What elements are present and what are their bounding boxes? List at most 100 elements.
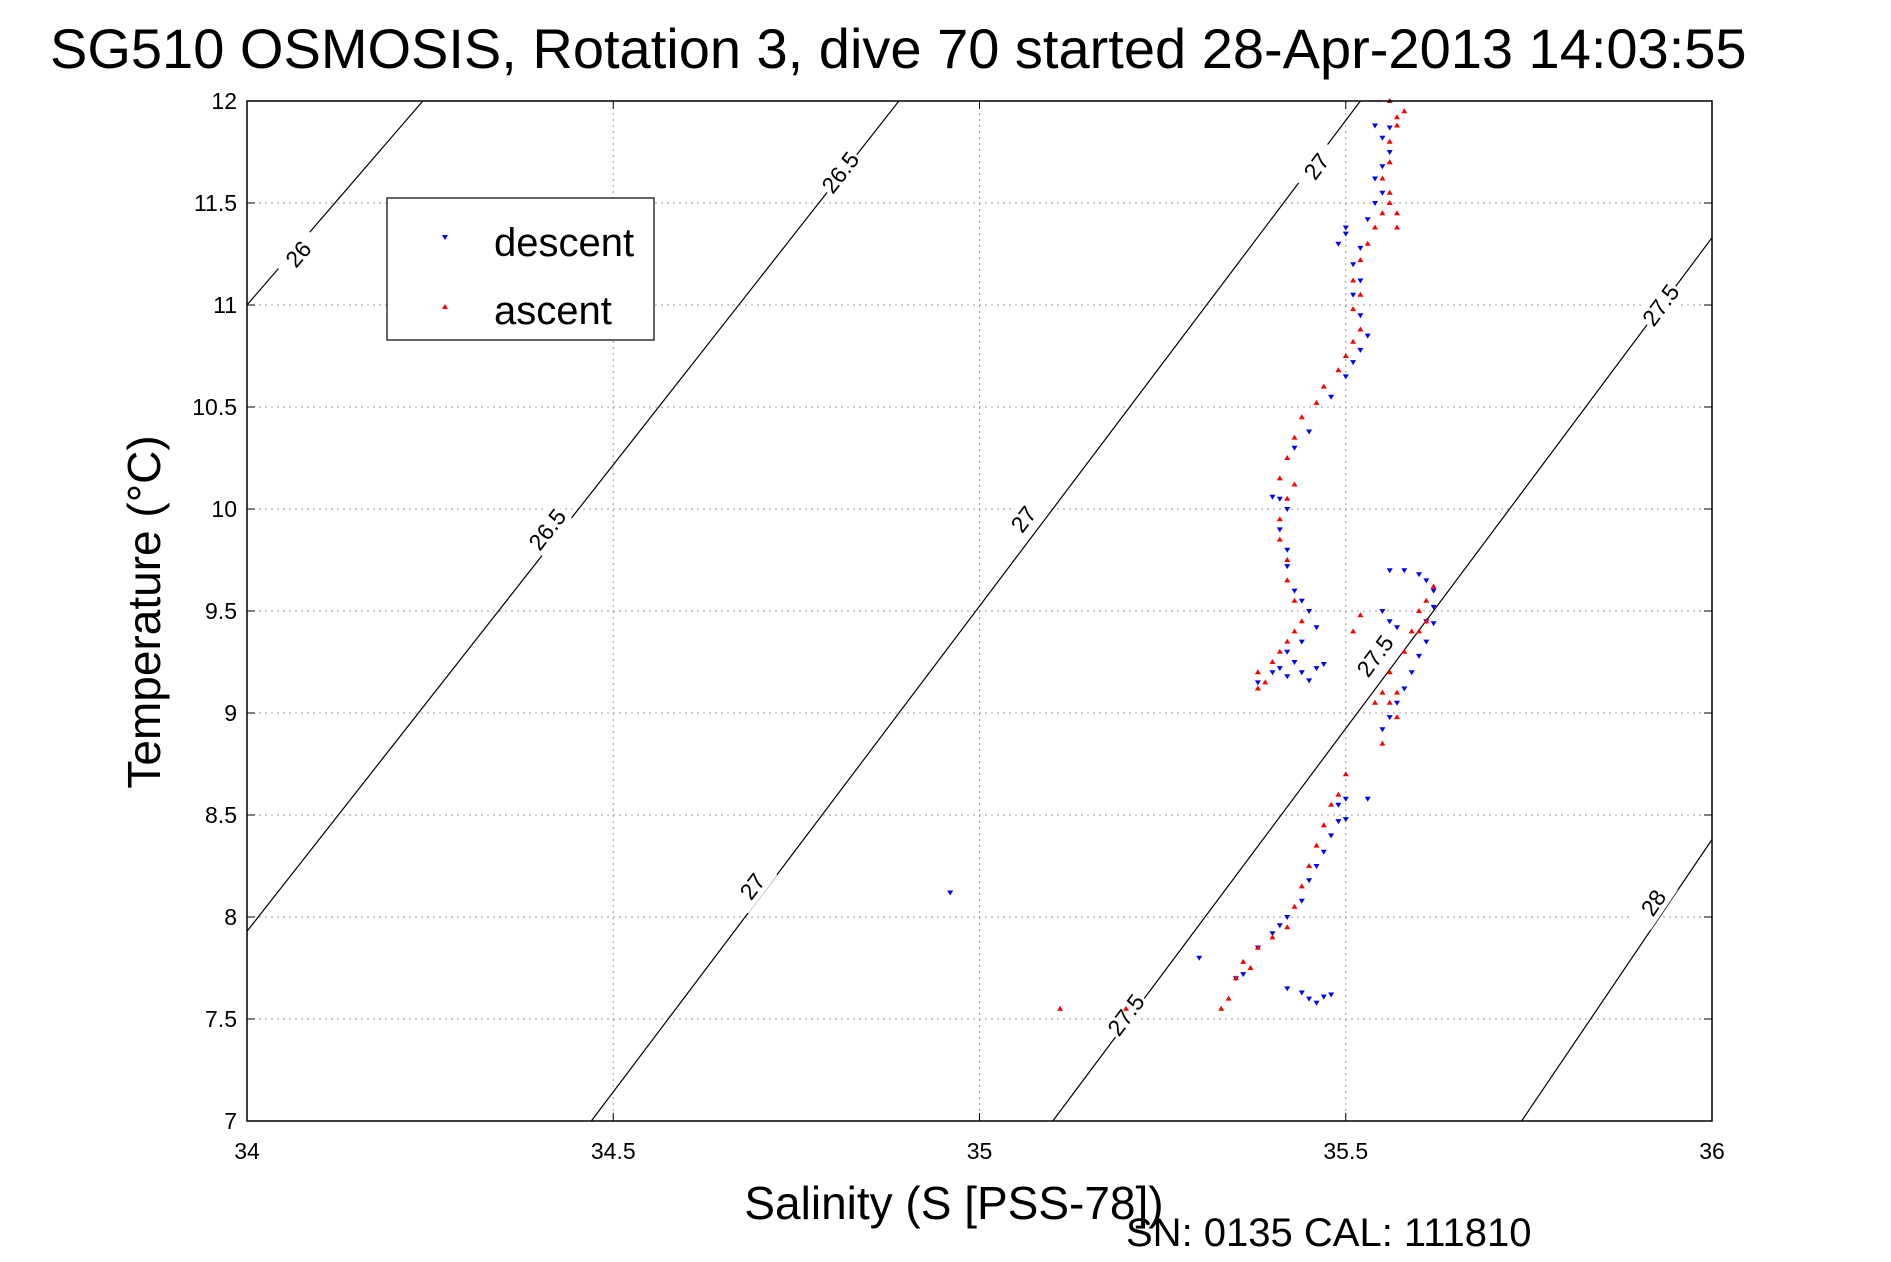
descent-point bbox=[1372, 123, 1378, 129]
ascent-point bbox=[1379, 210, 1386, 216]
descent-point bbox=[1306, 429, 1313, 435]
data-points bbox=[947, 98, 1437, 1011]
descent-point bbox=[1298, 898, 1305, 904]
contour-label-bg bbox=[1635, 277, 1686, 333]
ascent-point bbox=[1379, 689, 1386, 695]
y-tick-label: 12 bbox=[211, 88, 237, 114]
descent-point bbox=[1269, 670, 1276, 676]
contour-line-sigma-26 bbox=[246, 100, 424, 306]
y-axis-label: Temperature (°C) bbox=[118, 435, 170, 788]
descent-point bbox=[1269, 931, 1276, 937]
descent-point bbox=[1284, 649, 1291, 655]
descent-point bbox=[1306, 678, 1313, 684]
ascent-point bbox=[1298, 883, 1305, 889]
ascent-point bbox=[1394, 122, 1400, 128]
ascent-point bbox=[1357, 291, 1364, 297]
descent-point bbox=[1372, 201, 1378, 206]
descent-point bbox=[1416, 572, 1422, 578]
ascent-point bbox=[1232, 975, 1239, 981]
descent-point bbox=[1357, 347, 1364, 353]
ascent-point bbox=[1335, 791, 1342, 797]
ascent-point bbox=[1394, 224, 1400, 230]
contour-label: 27.5 bbox=[1637, 279, 1685, 330]
descent-point bbox=[1430, 588, 1437, 594]
ascent-point bbox=[1386, 669, 1393, 675]
ascent-point bbox=[1284, 495, 1291, 501]
descent-point bbox=[1291, 588, 1298, 594]
ascent-point bbox=[1313, 842, 1320, 848]
ascent-point bbox=[1284, 557, 1291, 562]
plot-frame bbox=[246, 100, 1713, 1122]
ascent-point bbox=[1291, 434, 1298, 440]
descent-point bbox=[1284, 915, 1291, 920]
descent-point bbox=[1364, 333, 1371, 339]
ascent-point bbox=[1379, 740, 1386, 746]
descent-point bbox=[1350, 360, 1357, 366]
descent-point bbox=[1291, 660, 1298, 665]
ascent-point bbox=[1394, 114, 1400, 120]
ascent-point bbox=[1423, 618, 1430, 624]
y-tick-label: 7.5 bbox=[205, 1006, 237, 1032]
descent-point bbox=[1386, 619, 1393, 625]
descent-point bbox=[1386, 125, 1393, 131]
legend-box bbox=[386, 197, 655, 341]
ascent-point bbox=[1320, 383, 1327, 389]
y-tick-label: 11 bbox=[213, 292, 237, 318]
ascent-point bbox=[1284, 924, 1291, 930]
ascent-point bbox=[1335, 367, 1342, 373]
contour-label-bg bbox=[1629, 875, 1678, 930]
descent-point bbox=[1401, 686, 1408, 692]
ascent-point bbox=[1394, 689, 1400, 695]
ascent-point bbox=[1328, 801, 1335, 807]
descent-point bbox=[1196, 955, 1203, 961]
legend-descent-label: descent bbox=[494, 221, 634, 265]
ascent-point bbox=[1262, 679, 1269, 685]
contour-label-bg bbox=[727, 859, 778, 914]
descent-point bbox=[1284, 674, 1291, 680]
descent-point bbox=[947, 890, 954, 896]
ascent-point bbox=[1386, 699, 1393, 705]
descent-point bbox=[1276, 527, 1283, 533]
ascent-point bbox=[1394, 714, 1400, 720]
ascent-point bbox=[1386, 200, 1393, 205]
y-tick-label: 8.5 bbox=[205, 802, 237, 828]
ascent-point bbox=[1313, 399, 1320, 405]
ascent-point bbox=[1342, 353, 1349, 358]
ascent-point bbox=[1372, 699, 1378, 705]
ascent-point bbox=[1291, 597, 1298, 603]
descent-point bbox=[1298, 990, 1305, 996]
ascent-point bbox=[1342, 771, 1349, 777]
y-tick-label: 7 bbox=[224, 1108, 237, 1134]
descent-point bbox=[1335, 241, 1342, 247]
ascent-point bbox=[1291, 481, 1298, 487]
ascent-point bbox=[1350, 338, 1357, 344]
ascent-point bbox=[1416, 628, 1422, 634]
ascent-point bbox=[1254, 685, 1261, 691]
contour-label: 26.5 bbox=[523, 504, 571, 555]
descent-point bbox=[1284, 986, 1291, 992]
x-tick-label: 36 bbox=[1699, 1138, 1725, 1164]
descent-point bbox=[1313, 1000, 1320, 1006]
ascent-point bbox=[1379, 175, 1386, 181]
y-tick-label: 9 bbox=[224, 700, 237, 726]
descent-point bbox=[1408, 670, 1415, 676]
descent-point bbox=[1342, 231, 1349, 237]
legend-descent-marker bbox=[442, 235, 448, 240]
descent-point bbox=[1298, 598, 1305, 604]
descent-point bbox=[1423, 578, 1430, 584]
ascent-point bbox=[1269, 934, 1276, 940]
contour-label-bg bbox=[998, 492, 1049, 547]
descent-point bbox=[1320, 849, 1327, 855]
ascent-point bbox=[1357, 257, 1364, 263]
descent-point bbox=[1423, 639, 1430, 645]
contour-line-sigma-27 bbox=[590, 100, 1361, 1122]
descent-point bbox=[1386, 568, 1393, 574]
descent-point bbox=[1379, 190, 1386, 196]
descent-point bbox=[1328, 992, 1335, 998]
ascent-point bbox=[1247, 965, 1254, 970]
descent-point bbox=[1284, 547, 1291, 553]
x-axis-label: Salinity (S [PSS-78]) bbox=[744, 1177, 1163, 1229]
ascent-point bbox=[1416, 608, 1422, 613]
descent-point bbox=[1313, 625, 1320, 631]
